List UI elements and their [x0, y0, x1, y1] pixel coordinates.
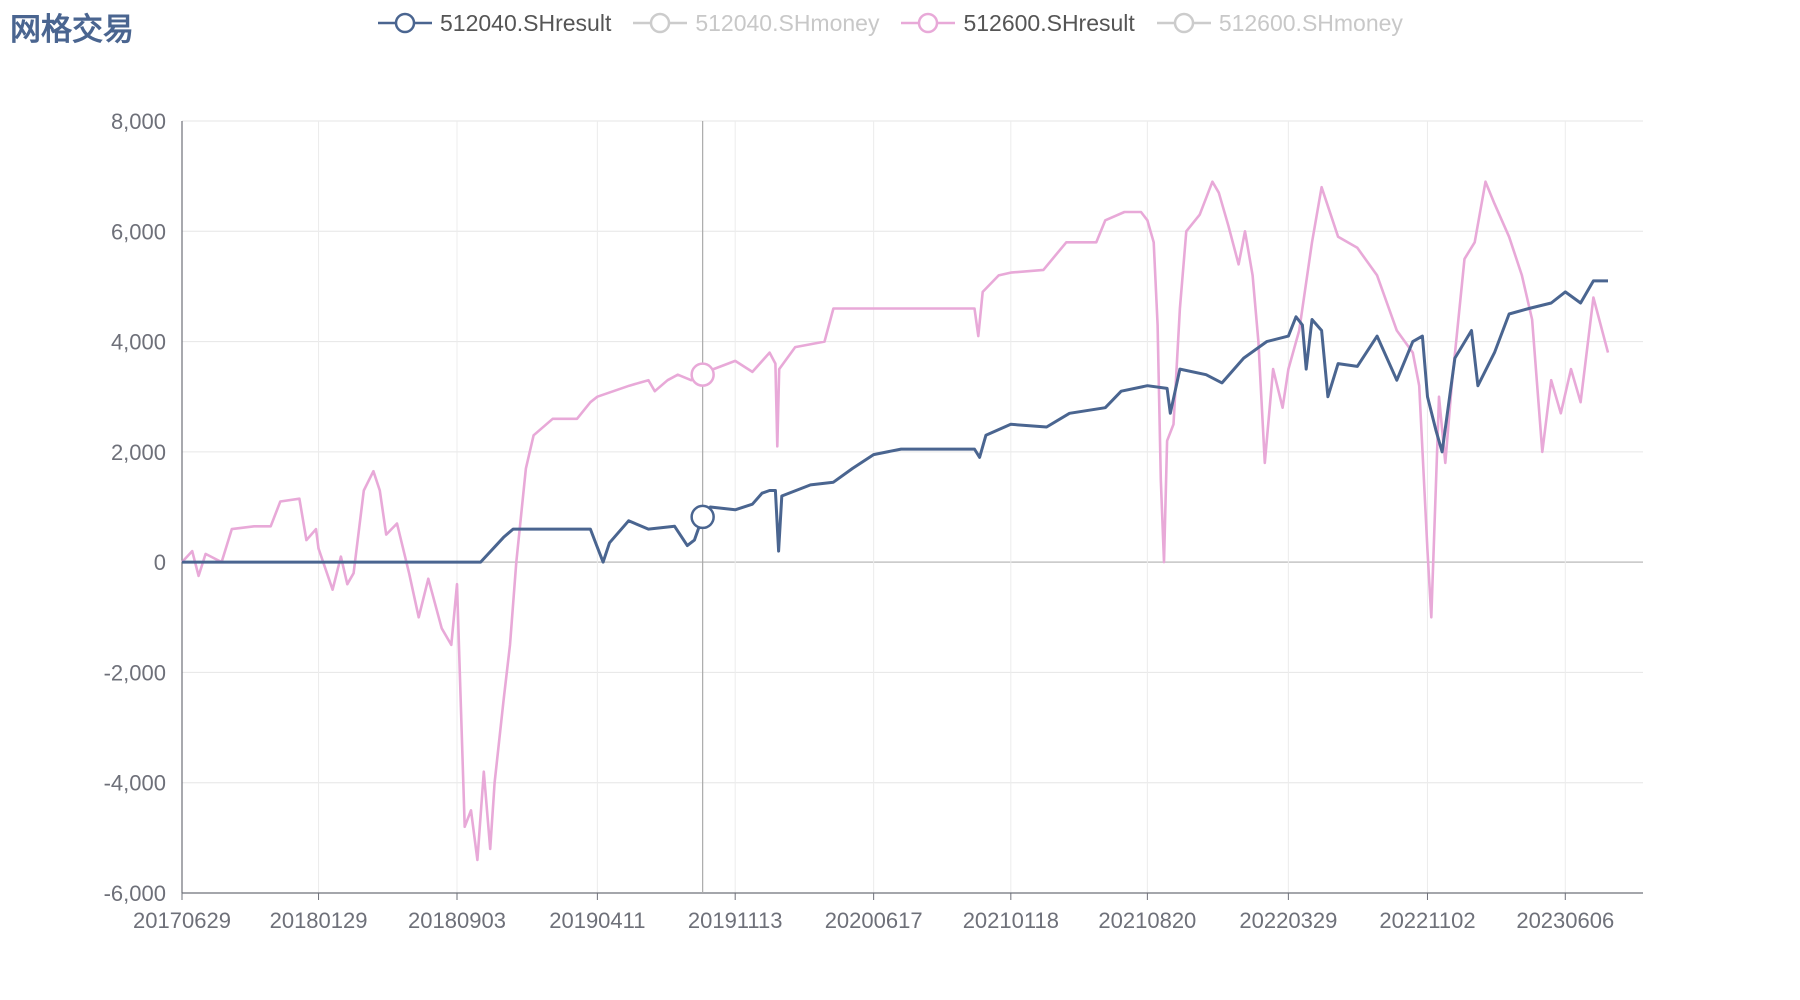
x-tick-label: 20221102 — [1379, 908, 1475, 933]
y-tick-label: -6,000 — [104, 881, 166, 906]
y-tick-label: 2,000 — [111, 440, 166, 465]
hover-point — [690, 362, 715, 387]
x-tick-label: 20230606 — [1516, 908, 1614, 933]
series-line-512040-SHresult — [182, 279, 1608, 564]
x-tick-label: 20180903 — [408, 908, 506, 933]
legend-label: 512040.SHresult — [440, 9, 612, 36]
legend: 512040.SHresult 512040.SHmoney 512600.SH… — [378, 6, 1425, 40]
hover-point — [690, 504, 715, 530]
y-tick-label: 6,000 — [111, 219, 166, 244]
legend-item-512040-money[interactable]: 512040.SHmoney — [633, 10, 879, 37]
x-tick-label: 20191113 — [688, 908, 783, 933]
x-tick-label: 20200617 — [825, 908, 923, 933]
x-tick-label: 20170629 — [133, 908, 231, 933]
legend-label: 512040.SHmoney — [695, 9, 880, 36]
series-line-512600-SHresult — [181, 180, 1610, 862]
legend-line-circle-icon — [901, 12, 956, 34]
y-tick-label: -2,000 — [104, 660, 166, 685]
legend-item-512600-result[interactable]: 512600.SHresult — [901, 9, 1135, 37]
legend-item-512600-money[interactable]: 512600.SHmoney — [1156, 9, 1403, 37]
x-tick-label: 20210820 — [1098, 908, 1196, 933]
legend-line-circle-icon — [1156, 12, 1211, 34]
legend-label: 512600.SHmoney — [1218, 9, 1403, 36]
legend-label: 512600.SHresult — [963, 9, 1135, 36]
y-tick-label: 8,000 — [111, 109, 166, 134]
x-tick-label: 20210118 — [963, 908, 1059, 933]
x-tick-label: 20190411 — [549, 908, 645, 933]
y-tick-label: 4,000 — [111, 330, 166, 355]
x-tick-label: 20180129 — [270, 908, 368, 933]
y-tick-label: -4,000 — [104, 771, 166, 796]
legend-item-512040-result[interactable]: 512040.SHresult — [378, 10, 611, 37]
x-tick-label: 20220329 — [1239, 908, 1337, 933]
chart-title: 网格交易 — [10, 12, 134, 48]
y-tick-label: 0 — [154, 550, 166, 575]
legend-line-circle-icon — [378, 12, 432, 34]
legend-line-circle-icon — [633, 12, 688, 34]
